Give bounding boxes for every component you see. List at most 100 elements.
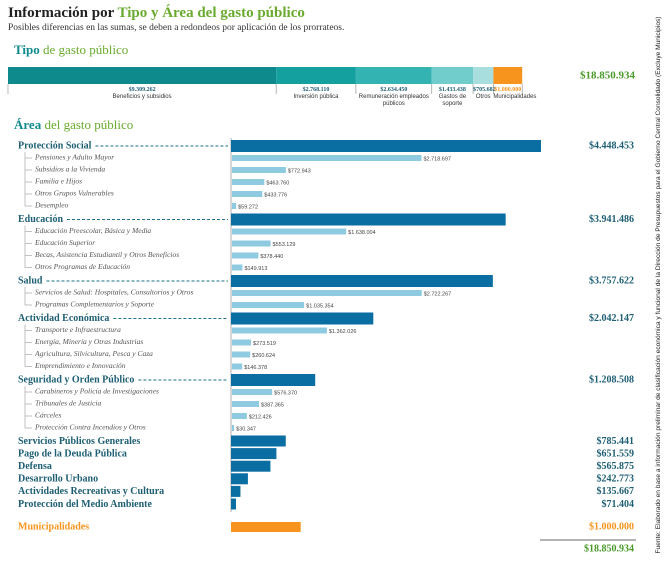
segment — [493, 67, 523, 84]
item-value: $146.378 — [244, 365, 267, 371]
item-bar — [232, 389, 273, 395]
item-label: Subsidios a la Vivienda — [35, 165, 105, 174]
item-label: Pensiones y Adulto Mayor — [34, 153, 114, 162]
segment-name: Beneficios y subsidios — [112, 94, 172, 100]
item-bar — [232, 327, 327, 334]
item-bar — [232, 240, 271, 247]
item-value: $463.760 — [266, 180, 289, 186]
group-bar — [231, 312, 374, 325]
tipo-heading: Tipo de gasto público — [14, 42, 128, 57]
item-bar — [232, 363, 243, 370]
segment-name: Gastos de soporte — [438, 94, 467, 107]
group-label: Defensa — [18, 461, 52, 472]
segment-label: $705.682 Otros — [473, 87, 496, 101]
segment-label: $9.309.262 Beneficios y subsidios — [8, 87, 276, 101]
group-label: Actividad Económica — [18, 313, 109, 324]
group-bar — [231, 435, 286, 447]
item-value: $576.370 — [274, 390, 297, 396]
item-bar — [232, 302, 305, 308]
segment — [276, 67, 356, 84]
segment-value: $1.433.438 — [438, 87, 466, 93]
item-value: $433.776 — [264, 192, 287, 198]
item-label: Energía, Minería y Otras Industrias — [34, 337, 143, 346]
item-label: Transporte e Infraestructura — [35, 325, 121, 334]
group-value: $1.208.508 — [589, 374, 634, 385]
group-label: Protección del Medio Ambiente — [18, 499, 153, 510]
group-label: Pago de la Deuda Pública — [18, 448, 127, 459]
group-value: $4.448.453 — [589, 140, 634, 151]
segment-value: $9.309.262 — [128, 87, 156, 93]
municipal-label: Municipalidades — [18, 521, 89, 532]
segment-name: Remuneración empleados públicos — [358, 94, 429, 107]
municipal-value: $1.000.000 — [589, 521, 634, 532]
segment — [431, 67, 474, 84]
group-label: Servicios Públicos Generales — [18, 436, 140, 447]
item-bar — [232, 264, 243, 271]
tipo-total: $18.850.934 — [580, 70, 636, 82]
item-bar — [232, 167, 286, 173]
item-bar — [232, 155, 422, 161]
item-value: $1.638.004 — [348, 230, 376, 236]
group-value: $2.042.147 — [589, 313, 634, 324]
item-bar — [232, 228, 347, 235]
segment-value: $2.768.110 — [302, 87, 330, 93]
segment-name: Inversión pública — [293, 94, 339, 100]
group-bar — [231, 498, 236, 510]
item-value: $59.272 — [238, 204, 258, 210]
segment-name: Municipalidades — [493, 94, 537, 100]
item-bar — [232, 339, 252, 346]
subtitle: Posibles diferencias en las sumas, se de… — [8, 22, 344, 33]
source: Fuente: Elaborado en base a información … — [655, 17, 662, 554]
item-label: Becas, Asistencia Estudiantil y Otros Be… — [35, 250, 179, 259]
heading-prefix: Área — [14, 117, 42, 132]
item-value: $2.722.267 — [424, 291, 452, 297]
segment-label: $2.768.110 Inversión pública — [276, 87, 356, 101]
item-value: $260.624 — [252, 353, 275, 359]
title-highlight: Tipo y Área del gasto público — [117, 4, 304, 21]
segment-label: $1.000.000 Municipalidades — [493, 87, 536, 101]
item-value: $30.347 — [236, 426, 256, 432]
group-value: $651.559 — [597, 448, 635, 459]
heading-rest: del gasto público — [44, 117, 133, 132]
group-label: Educación — [18, 214, 63, 225]
group-bar — [231, 473, 248, 485]
segment-value: $705.682 — [473, 87, 496, 93]
item-bar — [232, 425, 235, 431]
item-value: $378.440 — [260, 254, 283, 260]
heading-rest: de gasto público — [43, 42, 128, 57]
group-bar — [231, 140, 541, 152]
group-value: $71.404 — [602, 499, 635, 510]
item-label: Emprendimiento e Innovación — [34, 361, 126, 370]
item-bar — [232, 401, 259, 407]
group-bar — [231, 213, 506, 226]
segment — [355, 67, 432, 84]
item-value: $149.913 — [244, 266, 267, 272]
segment-value: $2.634.450 — [380, 87, 408, 93]
item-label: Otros Programas de Educación — [35, 262, 130, 271]
group-label: Desarrollo Urbano — [18, 474, 98, 485]
item-value: $2.718.697 — [423, 156, 451, 162]
item-label: Programas Complementarios y Soporte — [34, 300, 155, 309]
item-bar — [232, 252, 259, 259]
item-label: Protección Contra Incendios y Otros — [34, 423, 146, 432]
heading-prefix: Tipo — [14, 42, 40, 57]
item-value: $212.426 — [249, 414, 272, 420]
item-value: $387.365 — [261, 402, 284, 408]
area-heading: Área del gasto público — [14, 117, 133, 132]
segment-name: Otros — [475, 94, 491, 100]
segment-label: $1.433.438 Gastos de soporte — [432, 87, 473, 108]
item-value: $1.035.354 — [306, 303, 334, 309]
title-prefix: Información por — [8, 5, 115, 21]
item-value: $553.129 — [273, 242, 296, 248]
group-value: $242.773 — [597, 474, 635, 485]
segment-label: $2.634.450 Remuneración empleados público… — [356, 87, 432, 108]
item-value: $1.362.026 — [329, 329, 357, 335]
group-bar — [231, 374, 316, 386]
item-label: Otros Grupos Vulnerables — [35, 189, 114, 198]
item-bar — [232, 179, 265, 185]
group-label: Protección Social — [18, 140, 92, 151]
segment-value: $1.000.000 — [494, 87, 522, 93]
title: Información por Tipo y Área del gasto pú… — [8, 4, 305, 21]
